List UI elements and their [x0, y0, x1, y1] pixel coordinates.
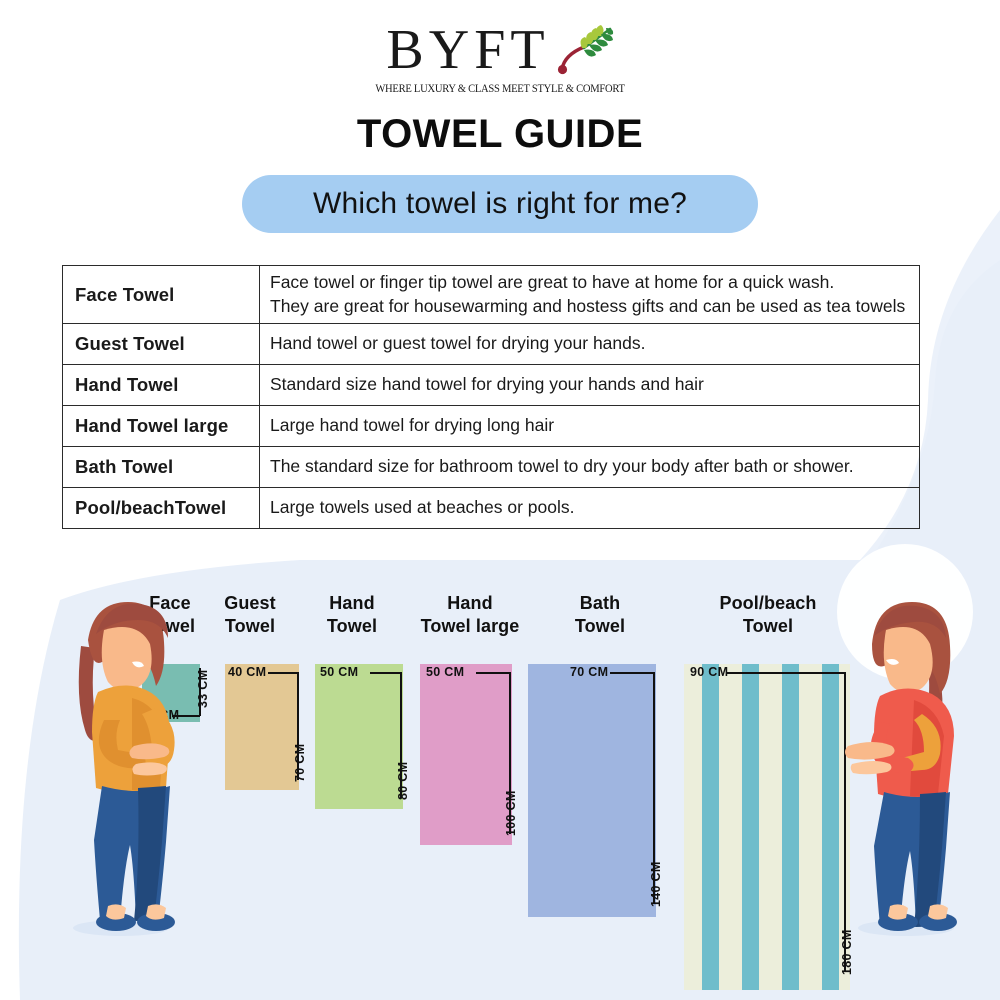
- desc-line: They are great for housewarming and host…: [270, 295, 906, 316]
- swatch-hand-towel-large: [420, 664, 512, 845]
- brand-logo: BYFT: [0, 22, 1000, 78]
- towel-term: Hand Towel: [62, 364, 260, 406]
- ankle-left: [888, 904, 908, 920]
- woman-holding-face-towel: [73, 602, 175, 936]
- table-row: Face Towel Face towel or finger tip towe…: [62, 265, 920, 324]
- desc-line: Hand towel or guest towel for drying you…: [270, 333, 646, 354]
- ankle-right: [928, 904, 948, 920]
- measure-text-guest-height: 70 CM: [293, 743, 307, 782]
- table-row: Bath Towel The standard size for bathroo…: [62, 446, 920, 488]
- towel-stripe: [782, 664, 799, 990]
- question-banner: Which towel is right for me?: [242, 175, 758, 233]
- woman-holding-beach-towel: [845, 602, 957, 936]
- towel-description: Large towels used at beaches or pools.: [259, 487, 920, 529]
- towel-term: Bath Towel: [62, 446, 260, 488]
- towel-term: Guest Towel: [62, 323, 260, 365]
- desc-line: Face towel or finger tip towel are great…: [270, 272, 835, 293]
- measure-text-bath-height: 140 CM: [649, 861, 663, 907]
- swatch-label-hand: Hand Towel: [326, 593, 378, 636]
- measure-line-guest-width: [268, 672, 298, 674]
- towel-description: Face towel or finger tip towel are great…: [259, 265, 920, 324]
- towel-description: Hand towel or guest towel for drying you…: [259, 323, 920, 365]
- swatch-guest-towel: [225, 664, 299, 790]
- face: [101, 627, 152, 692]
- hand-second: [850, 761, 892, 775]
- towel-guide-table: Face Towel Face towel or finger tip towe…: [62, 265, 920, 529]
- desc-line: Large towels used at beaches or pools.: [270, 497, 575, 518]
- towel-description: Large hand towel for drying long hair: [259, 405, 920, 447]
- brand-tagline: WHERE LUXURY & CLASS MEET STYLE & COMFOR…: [375, 83, 625, 95]
- measure-line-hand-width: [370, 672, 401, 674]
- table-row: Hand Towel Standard size hand towel for …: [62, 364, 920, 406]
- table-row: Hand Towel large Large hand towel for dr…: [62, 405, 920, 447]
- hand-second: [132, 762, 167, 776]
- measure-text-bath-width: 70 CM: [570, 665, 609, 679]
- towel-term: Face Towel: [62, 265, 260, 324]
- swatch-bath-towel: [528, 664, 656, 917]
- towel-stripe: [742, 664, 759, 990]
- desc-line: Large hand towel for drying long hair: [270, 415, 555, 436]
- measure-text-hand-large-width: 50 CM: [426, 665, 465, 679]
- swatch-label-pool: Pool/beach Towel: [719, 593, 817, 636]
- towel-term: Hand Towel large: [62, 405, 260, 447]
- swatch-hand-towel: [315, 664, 403, 809]
- ankle-left: [106, 904, 126, 920]
- desc-line: The standard size for bathroom towel to …: [270, 456, 854, 477]
- swatch-label-bath: Bath Towel: [574, 593, 626, 636]
- measure-text-hand-height: 80 CM: [396, 761, 410, 800]
- towel-description: Standard size hand towel for drying your…: [259, 364, 920, 406]
- swatch-label-guest: Guest Towel: [224, 593, 276, 636]
- measure-text-guest-width: 40 CM: [228, 665, 267, 679]
- table-row: Pool/beachTowel Large towels used at bea…: [62, 487, 920, 529]
- towel-term: Pool/beachTowel: [62, 487, 260, 529]
- measure-text-hand-width: 50 CM: [320, 665, 359, 679]
- measure-line-hand-large-width: [476, 672, 510, 674]
- desc-line: Standard size hand towel for drying your…: [270, 374, 704, 395]
- measure-line-pool-width: [727, 672, 845, 674]
- header: BYFT WHERE LUXURY & CLASS MEET STYLE & C…: [0, 0, 1000, 233]
- ankle-right: [146, 904, 166, 920]
- swatch-pool-beach-towel: [684, 664, 850, 990]
- measure-line-bath-width: [610, 672, 654, 674]
- table-row: Guest Towel Hand towel or guest towel fo…: [62, 323, 920, 365]
- leaf-sprig-icon: [557, 25, 613, 75]
- measure-text-hand-large-height: 100 CM: [504, 790, 518, 836]
- hand: [129, 743, 170, 760]
- towel-description: The standard size for bathroom towel to …: [259, 446, 920, 488]
- swatch-label-hand-large: Hand Towel large: [420, 593, 520, 636]
- measure-text-pool-width: 90 CM: [690, 665, 729, 679]
- brand-name: BYFT: [386, 19, 550, 81]
- measure-text-face-height: 33 CM: [196, 669, 210, 708]
- towel-stripe: [702, 664, 719, 990]
- question-text: Which towel is right for me?: [312, 187, 688, 220]
- page-title: TOWEL GUIDE: [356, 112, 644, 156]
